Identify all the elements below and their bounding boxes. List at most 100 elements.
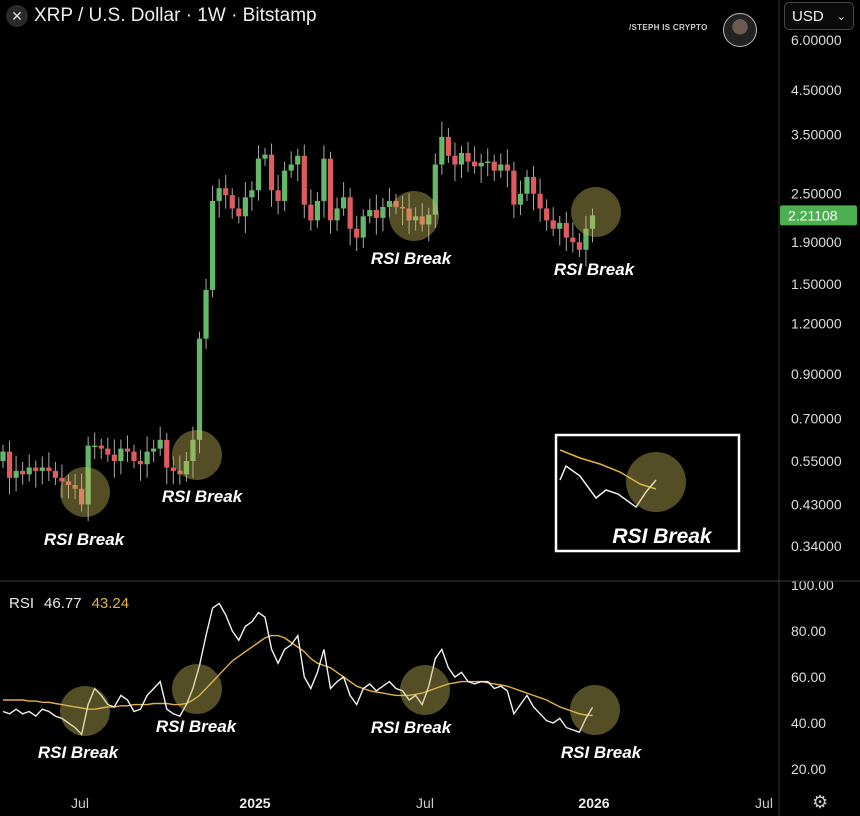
candle-body (236, 208, 242, 217)
inset-label: RSI Break (612, 525, 713, 548)
candle (196, 331, 203, 454)
candle (0, 444, 6, 469)
candle (354, 215, 360, 252)
candle (399, 195, 406, 226)
rsi-tick-label: 20.00 (791, 761, 826, 777)
settings-gear-icon[interactable]: ⚙ (812, 792, 829, 812)
candle-body (432, 164, 438, 215)
price-tick-label: 0.55000 (791, 453, 842, 469)
candle (105, 437, 111, 462)
candle-body (157, 439, 163, 449)
price-tick-label: 1.90000 (791, 234, 842, 250)
candle-body (295, 155, 301, 165)
candle-body (137, 460, 144, 465)
candle-body (255, 158, 262, 191)
candle-body (557, 222, 563, 229)
candle-body (491, 161, 497, 171)
candle-body (275, 190, 281, 201)
candle-body (124, 448, 131, 452)
candle (210, 185, 216, 298)
candle (327, 151, 334, 234)
rsi-tick-label: 60.00 (791, 669, 826, 685)
candle-body (229, 195, 235, 209)
price-tick-label: 0.70000 (791, 410, 842, 426)
candle (229, 188, 235, 219)
candle-body (485, 161, 491, 164)
candle (557, 215, 563, 246)
candle (321, 145, 327, 218)
candle (151, 439, 157, 462)
candle (550, 207, 556, 236)
candle (164, 432, 170, 485)
last-price-badge (780, 205, 857, 226)
candle (589, 208, 596, 243)
candle-body (170, 467, 176, 471)
rsi-lines (2, 602, 594, 736)
candle (472, 146, 478, 174)
candle-body (498, 164, 504, 171)
candle (52, 461, 58, 486)
candle (511, 161, 517, 219)
candle (124, 435, 131, 462)
rsi-line (2, 602, 594, 736)
candle (170, 456, 176, 485)
candle (177, 455, 183, 485)
candle (386, 187, 393, 218)
candle-body (314, 200, 320, 221)
time-tick-label: 2025 (239, 795, 270, 811)
candle-body (511, 170, 517, 205)
candle (419, 203, 425, 232)
candle-body (419, 216, 425, 225)
symbol-title: XRP / U.S. Dollar · 1W · Bitstamp (34, 5, 317, 26)
candle-body (465, 152, 471, 162)
rsi-break-label: RSI Break (44, 530, 126, 549)
candle-body (367, 210, 373, 217)
candle (373, 194, 379, 235)
candle-body (203, 289, 209, 339)
candle (301, 144, 307, 219)
candle-body (59, 477, 65, 482)
candle (347, 188, 353, 246)
rsi-tick-label: 80.00 (791, 623, 826, 639)
candle-body (373, 210, 379, 218)
rsi-break-label: RSI Break (162, 487, 244, 506)
candle (563, 211, 569, 252)
candle-body (426, 214, 432, 225)
candle (282, 161, 288, 212)
candle-body (0, 451, 6, 461)
candle-body (210, 200, 216, 290)
candle (59, 464, 65, 499)
candle-body (517, 193, 524, 205)
candle (190, 426, 196, 478)
candle (72, 473, 78, 500)
rsi-break-label: RSI Break (561, 743, 643, 762)
candle-body (452, 155, 458, 165)
candle-body (33, 467, 39, 471)
candle (439, 121, 445, 175)
highlight-circle (400, 665, 450, 715)
candle-body (144, 451, 150, 465)
candle (157, 426, 163, 456)
highlight-circle (389, 191, 439, 241)
candle (13, 455, 19, 492)
candle (504, 149, 510, 188)
candle-body (399, 206, 406, 209)
price-tick-label: 1.50000 (791, 276, 842, 292)
rsi-break-label: RSI Break (371, 249, 453, 268)
candle-body (563, 222, 569, 238)
highlight-circle (571, 187, 621, 237)
candle (111, 439, 117, 478)
rsi-value: 46.77 (44, 595, 82, 612)
highlight-circle (60, 686, 110, 736)
currency-select[interactable]: USD ⌄ (784, 2, 854, 30)
currency-value: USD (792, 7, 824, 25)
candle (255, 145, 262, 201)
candle (203, 278, 209, 349)
time-axis: Jul 2025 Jul 2026 Jul (71, 795, 773, 811)
candle (236, 197, 242, 224)
candle-body (65, 481, 72, 486)
candle-body (576, 242, 582, 250)
candle-body (118, 448, 124, 461)
candle-body (570, 237, 576, 243)
